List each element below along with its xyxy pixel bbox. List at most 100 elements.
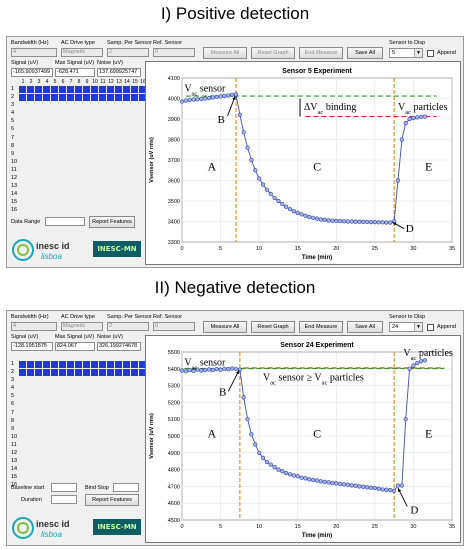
sensor-indicator[interactable] xyxy=(123,86,130,93)
sensor-indicator[interactable] xyxy=(91,369,98,376)
sensor-indicator[interactable] xyxy=(51,94,58,101)
sensor-indicator[interactable] xyxy=(27,94,34,101)
sensor-indicator[interactable] xyxy=(43,86,50,93)
sensor-indicator[interactable] xyxy=(27,86,34,93)
noise-field[interactable]: 137.699925747 xyxy=(97,68,141,77)
sensor-indicator[interactable] xyxy=(115,369,122,376)
duration-field[interactable] xyxy=(51,495,77,504)
sensor-indicator[interactable] xyxy=(27,361,34,368)
save-all-button[interactable]: Save All xyxy=(347,47,383,59)
end-measure-button[interactable]: End Measure xyxy=(299,321,343,333)
sensor-indicator[interactable] xyxy=(67,94,74,101)
sensor-indicator[interactable] xyxy=(59,86,66,93)
sensor-indicator[interactable] xyxy=(91,94,98,101)
vac-sensor-label: Vac sensor xyxy=(184,83,226,97)
sensor-indicator[interactable] xyxy=(19,86,26,93)
sensor-indicator[interactable] xyxy=(83,94,90,101)
sensor-indicator[interactable] xyxy=(27,369,34,376)
sensor-indicator[interactable] xyxy=(99,94,106,101)
sensor-indicator[interactable] xyxy=(43,361,50,368)
bind-stop-field[interactable] xyxy=(113,483,139,492)
sensor-indicator[interactable] xyxy=(91,361,98,368)
sensor-indicator[interactable] xyxy=(35,369,42,376)
sensor-indicator[interactable] xyxy=(123,94,130,101)
sensor-indicator[interactable] xyxy=(139,361,146,368)
max-signal-field[interactable]: -628.471 xyxy=(55,68,95,77)
ac-drive-field[interactable]: Magnetic xyxy=(61,48,103,57)
sensor-indicator[interactable] xyxy=(67,369,74,376)
measure-all-button[interactable]: Measure All xyxy=(203,47,247,59)
sensor-indicator[interactable] xyxy=(115,94,122,101)
end-measure-button[interactable]: End Measure xyxy=(299,47,343,59)
samp-per-sensor-field[interactable]: 2 xyxy=(107,48,149,57)
sensor-indicator[interactable] xyxy=(99,361,106,368)
sensor-indicator[interactable] xyxy=(131,361,138,368)
sensor-indicator[interactable] xyxy=(43,94,50,101)
append-checkbox[interactable] xyxy=(427,50,434,57)
sensor-indicator[interactable] xyxy=(43,369,50,376)
sensor-indicator[interactable] xyxy=(51,361,58,368)
sensor-indicator[interactable] xyxy=(107,94,114,101)
sensor-indicator[interactable] xyxy=(131,86,138,93)
sensor-indicator[interactable] xyxy=(107,369,114,376)
max-signal-field[interactable]: 824.067 xyxy=(55,342,95,351)
sensor-indicator[interactable] xyxy=(83,86,90,93)
append-checkbox[interactable] xyxy=(427,324,434,331)
sensor-indicator[interactable] xyxy=(75,94,82,101)
sensor-indicator[interactable] xyxy=(19,369,26,376)
sensor-indicator[interactable] xyxy=(67,361,74,368)
sensor-indicator[interactable] xyxy=(123,361,130,368)
sensor-indicator[interactable] xyxy=(139,94,146,101)
signal-field[interactable]: -165.90937499 xyxy=(11,68,53,77)
sensor-indicator[interactable] xyxy=(131,369,138,376)
sensor-indicator[interactable] xyxy=(83,369,90,376)
sensor-to-disp-select[interactable]: 5 ▼ xyxy=(389,48,423,58)
baseline-start-field[interactable] xyxy=(51,483,77,492)
sensor-indicator[interactable] xyxy=(19,361,26,368)
sensor-indicator[interactable] xyxy=(139,369,146,376)
sensor-indicator[interactable] xyxy=(59,361,66,368)
sensor-indicator[interactable] xyxy=(123,369,130,376)
sensor-indicator[interactable] xyxy=(107,86,114,93)
data-point xyxy=(326,218,331,223)
sensor-indicator[interactable] xyxy=(75,369,82,376)
sensor-indicator[interactable] xyxy=(115,361,122,368)
sensor-indicator[interactable] xyxy=(107,361,114,368)
sensor-indicator[interactable] xyxy=(139,86,146,93)
sensor-indicator[interactable] xyxy=(75,361,82,368)
sensor-indicator[interactable] xyxy=(99,86,106,93)
reset-graph-button[interactable]: Reset Graph xyxy=(251,321,295,333)
sensor-indicator[interactable] xyxy=(99,369,106,376)
sensor-indicator[interactable] xyxy=(83,361,90,368)
sensor-indicator[interactable] xyxy=(35,94,42,101)
ac-drive-field[interactable]: Magnetic xyxy=(61,322,103,331)
sensor-to-disp-select[interactable]: 24 ▼ xyxy=(389,322,423,332)
samp-per-sensor-field[interactable]: 2 xyxy=(107,322,149,331)
ref-sensor-field[interactable]: 0 xyxy=(153,322,195,331)
sensor-indicator[interactable] xyxy=(51,86,58,93)
sensor-indicator[interactable] xyxy=(59,369,66,376)
report-features-button[interactable]: Report Features xyxy=(89,216,135,228)
sensor-indicator[interactable] xyxy=(59,94,66,101)
sensor-indicator[interactable] xyxy=(19,94,26,101)
sensor-indicator[interactable] xyxy=(67,86,74,93)
data-point xyxy=(249,157,254,163)
data-range-field[interactable] xyxy=(45,217,85,226)
sensor-indicator[interactable] xyxy=(35,86,42,93)
sensor-indicator[interactable] xyxy=(115,86,122,93)
noise-field[interactable]: 326.199274678 xyxy=(97,342,141,351)
sensor-indicator[interactable] xyxy=(75,86,82,93)
sensor-indicator[interactable] xyxy=(91,86,98,93)
bandwidth-field[interactable]: 4 xyxy=(11,322,57,331)
x-tick-label: 0 xyxy=(180,246,183,252)
ref-sensor-field[interactable]: 0 xyxy=(153,48,195,57)
report-features-button[interactable]: Report Features xyxy=(85,494,139,506)
measure-all-button[interactable]: Measure All xyxy=(203,321,247,333)
save-all-button[interactable]: Save All xyxy=(347,321,383,333)
bandwidth-field[interactable]: 4 xyxy=(11,48,57,57)
sensor-indicator[interactable] xyxy=(51,369,58,376)
reset-graph-button[interactable]: Reset Graph xyxy=(251,47,295,59)
signal-field[interactable]: -128.1951875 xyxy=(11,342,53,351)
sensor-indicator[interactable] xyxy=(131,94,138,101)
sensor-indicator[interactable] xyxy=(35,361,42,368)
